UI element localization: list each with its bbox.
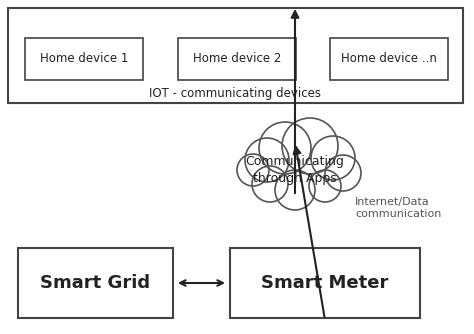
Text: Home device ..n: Home device ..n (341, 52, 437, 65)
FancyBboxPatch shape (178, 38, 296, 80)
Text: Internet/Data
communication: Internet/Data communication (355, 197, 441, 219)
FancyBboxPatch shape (25, 38, 143, 80)
Text: Home device 2: Home device 2 (193, 52, 281, 65)
Text: Smart Grid: Smart Grid (40, 274, 151, 292)
Circle shape (275, 170, 315, 210)
FancyBboxPatch shape (330, 38, 448, 80)
FancyBboxPatch shape (230, 248, 420, 318)
Text: IOT - communicating devices: IOT - communicating devices (149, 87, 321, 100)
FancyBboxPatch shape (8, 8, 463, 103)
Circle shape (252, 166, 288, 202)
Text: Home device 1: Home device 1 (40, 52, 128, 65)
Circle shape (237, 154, 269, 186)
Circle shape (282, 118, 338, 174)
Circle shape (309, 170, 341, 202)
Text: Communicating
through Apps: Communicating through Apps (246, 155, 345, 185)
Text: Smart Meter: Smart Meter (261, 274, 389, 292)
Circle shape (311, 136, 355, 180)
FancyBboxPatch shape (18, 248, 173, 318)
Circle shape (259, 122, 311, 174)
Circle shape (245, 138, 289, 182)
Circle shape (325, 155, 361, 191)
